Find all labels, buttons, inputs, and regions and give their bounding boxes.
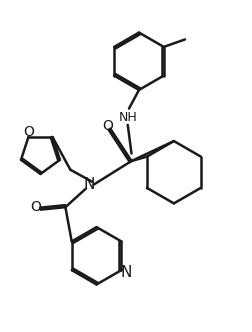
- Text: N: N: [83, 177, 94, 192]
- Text: O: O: [23, 125, 34, 139]
- Text: O: O: [102, 119, 112, 132]
- Text: NH: NH: [118, 111, 137, 124]
- Text: O: O: [30, 200, 41, 214]
- Text: N: N: [120, 265, 132, 280]
